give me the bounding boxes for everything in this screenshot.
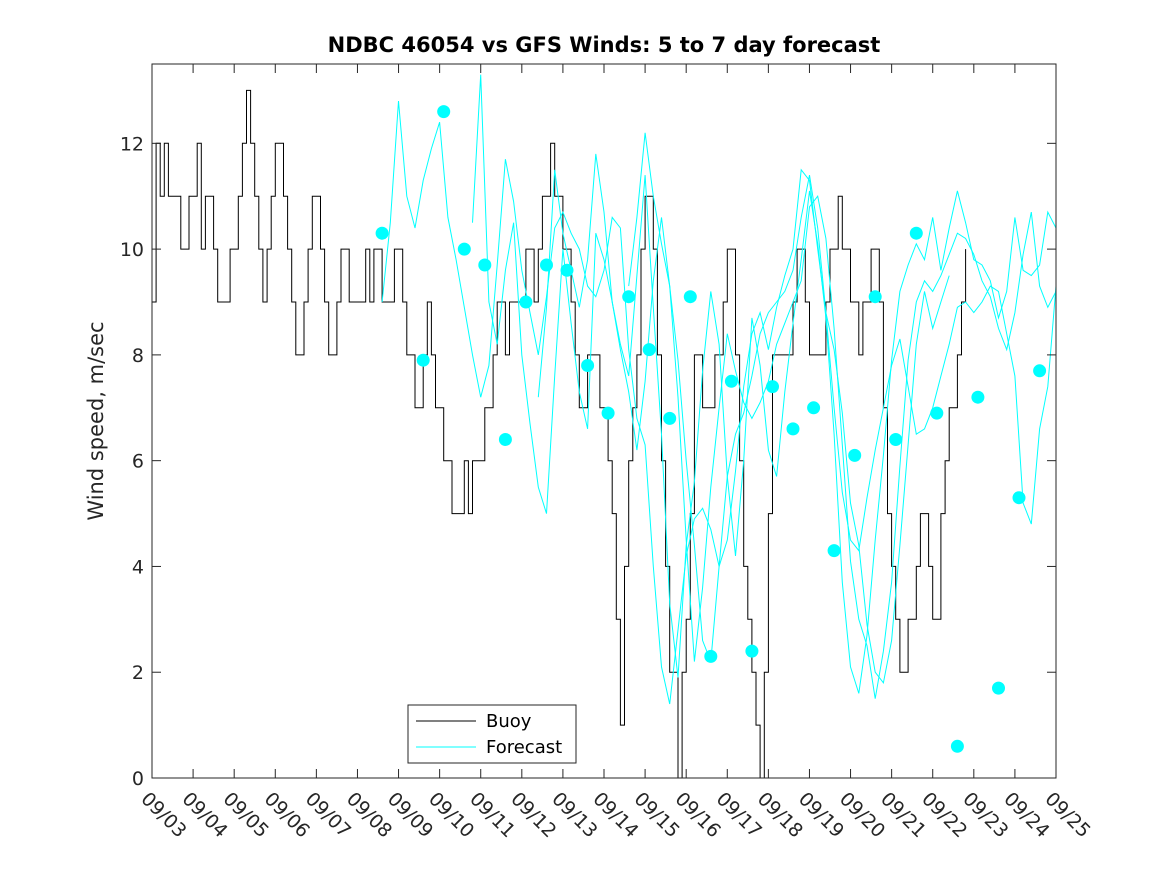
forecast-line-1: [381, 100, 950, 705]
forecast-line-3: [537, 153, 1057, 699]
forecast-point: [478, 258, 492, 272]
forecast-point: [889, 433, 903, 446]
legend-forecast-label: Forecast: [486, 737, 562, 758]
axes-background: [152, 64, 1056, 778]
forecast-point: [1012, 491, 1026, 505]
y-tick-label: 6: [132, 451, 144, 473]
plot-area: [151, 63, 1057, 779]
forecast-point: [642, 343, 656, 357]
buoy-line: [152, 89, 967, 779]
chart-title: NDBC 46054 vs GFS Winds: 5 to 7 day fore…: [328, 33, 881, 57]
legend-buoy-label: Buoy: [486, 711, 532, 732]
forecast-point: [868, 290, 882, 304]
forecast-point: [930, 406, 944, 420]
legend: Buoy Forecast: [407, 704, 577, 764]
forecast-point: [827, 544, 841, 558]
forecast-point: [581, 359, 595, 372]
forecast-point: [724, 374, 738, 388]
forecast-point: [683, 290, 697, 304]
forecast-point: [807, 401, 821, 415]
forecast-point: [540, 258, 553, 272]
forecast-point: [950, 739, 964, 753]
forecast-point: [704, 649, 718, 663]
forecast-point: [663, 411, 677, 425]
forecast-point: [848, 448, 862, 462]
forecast-point: [622, 290, 636, 304]
y-tick-label: 10: [120, 239, 144, 261]
forecast-point: [457, 242, 471, 256]
forecast-series: [381, 74, 1057, 705]
forecast-point: [519, 295, 533, 309]
y-axis-label: Wind speed, m/sec: [84, 321, 108, 520]
buoy-series: [152, 89, 967, 779]
forecast-line-4: [628, 132, 1057, 662]
y-tick-label: 8: [132, 345, 144, 367]
forecast-point: [745, 644, 759, 658]
forecast-point: [560, 263, 574, 277]
forecast-point: [786, 422, 800, 436]
forecast-point: [766, 380, 779, 394]
forecast-markers: [375, 105, 1047, 753]
forecast-point: [416, 353, 430, 367]
forecast-point: [909, 226, 923, 240]
y-tick-label: 12: [120, 133, 144, 155]
forecast-line-2: [472, 74, 1057, 694]
y-tick-label: 0: [132, 768, 144, 790]
forecast-point: [601, 406, 615, 420]
forecast-point: [971, 390, 985, 404]
y-tick-label: 2: [132, 662, 144, 684]
y-tick-label: 4: [132, 556, 144, 578]
legend-box: [407, 704, 577, 764]
forecast-point: [375, 226, 389, 240]
forecast-point: [437, 105, 451, 119]
forecast-point: [498, 433, 512, 446]
forecast-point: [1033, 364, 1047, 378]
forecast-point: [992, 681, 1005, 695]
